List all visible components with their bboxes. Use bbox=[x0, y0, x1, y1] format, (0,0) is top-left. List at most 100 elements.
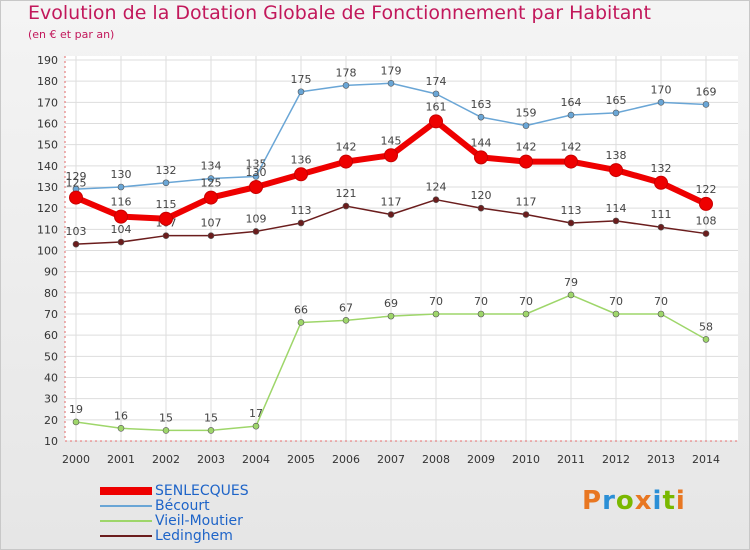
x-tick-label: 2013 bbox=[647, 453, 675, 466]
data-point-vieil-moutier bbox=[387, 312, 395, 320]
legend-label: Ledinghem bbox=[155, 528, 233, 544]
data-label-vieil-moutier: 69 bbox=[384, 297, 398, 310]
data-label-senlecques: 125 bbox=[201, 177, 222, 190]
data-label-becourt: 129 bbox=[66, 170, 87, 183]
x-tick-label: 2000 bbox=[62, 453, 90, 466]
x-tick-label: 2010 bbox=[512, 453, 540, 466]
data-point-becourt bbox=[297, 88, 305, 96]
legend-swatch bbox=[100, 535, 152, 537]
data-label-senlecques: 142 bbox=[561, 141, 582, 154]
legend-item: Bécourt bbox=[100, 498, 340, 514]
data-point-ledinghem bbox=[72, 240, 80, 248]
data-point-ledinghem bbox=[162, 232, 170, 239]
y-tick-label: 20 bbox=[44, 414, 58, 427]
data-label-ledinghem: 124 bbox=[426, 181, 447, 194]
x-tick-label: 2001 bbox=[107, 453, 135, 466]
data-label-ledinghem: 103 bbox=[66, 225, 87, 238]
data-label-vieil-moutier: 15 bbox=[204, 411, 218, 424]
data-label-vieil-moutier: 70 bbox=[519, 295, 533, 308]
legend-label: SENLECQUES bbox=[155, 483, 249, 499]
legend-label: Vieil-Moutier bbox=[155, 513, 243, 529]
data-point-ledinghem bbox=[207, 232, 215, 239]
data-label-ledinghem: 111 bbox=[651, 208, 672, 221]
data-label-ledinghem: 113 bbox=[561, 204, 582, 217]
data-point-becourt bbox=[657, 99, 665, 106]
data-point-becourt bbox=[612, 109, 620, 117]
data-point-senlecques bbox=[654, 175, 668, 190]
x-tick-label: 2005 bbox=[287, 453, 315, 466]
legend-item: Ledinghem bbox=[100, 528, 340, 544]
x-tick-label: 2006 bbox=[332, 453, 360, 466]
data-label-becourt: 175 bbox=[291, 73, 312, 86]
data-label-becourt: 134 bbox=[201, 160, 222, 173]
data-label-becourt: 178 bbox=[336, 66, 357, 79]
data-point-becourt bbox=[387, 79, 395, 87]
data-point-ledinghem bbox=[297, 219, 305, 227]
x-tick-label: 2009 bbox=[467, 453, 495, 466]
data-label-vieil-moutier: 15 bbox=[159, 411, 173, 424]
data-label-senlecques: 122 bbox=[696, 183, 717, 196]
plot-area bbox=[65, 56, 738, 441]
x-tick-label: 2002 bbox=[152, 453, 180, 466]
x-tick-label: 2011 bbox=[557, 453, 585, 466]
data-point-senlecques bbox=[519, 154, 533, 169]
legend-item: Vieil-Moutier bbox=[100, 513, 340, 529]
y-tick-label: 170 bbox=[37, 96, 58, 109]
chart-subtitle: (en € et par an) bbox=[28, 28, 115, 41]
y-tick-label: 160 bbox=[37, 118, 58, 131]
data-point-senlecques bbox=[159, 211, 173, 226]
y-tick-label: 150 bbox=[37, 139, 58, 152]
data-point-becourt bbox=[702, 101, 710, 108]
legend-swatch bbox=[100, 487, 152, 495]
data-label-ledinghem: 107 bbox=[201, 217, 222, 230]
x-tick-label: 2014 bbox=[692, 453, 720, 466]
y-tick-label: 120 bbox=[37, 202, 58, 215]
data-point-becourt bbox=[432, 90, 440, 98]
data-point-senlecques bbox=[69, 190, 83, 205]
x-tick-label: 2012 bbox=[602, 453, 630, 466]
data-point-becourt bbox=[162, 179, 170, 187]
data-point-becourt bbox=[567, 111, 575, 119]
data-label-becourt: 163 bbox=[471, 98, 492, 111]
data-point-senlecques bbox=[384, 148, 398, 163]
y-tick-label: 10 bbox=[44, 435, 58, 448]
chart-title: Evolution de la Dotation Globale de Fonc… bbox=[28, 2, 651, 24]
data-label-senlecques: 116 bbox=[111, 196, 132, 209]
y-tick-label: 140 bbox=[37, 160, 58, 173]
data-point-vieil-moutier bbox=[657, 310, 665, 318]
data-label-vieil-moutier: 70 bbox=[654, 295, 668, 308]
y-tick-label: 60 bbox=[44, 329, 58, 342]
data-point-senlecques bbox=[699, 196, 713, 211]
data-label-senlecques: 142 bbox=[336, 141, 357, 154]
data-label-becourt: 170 bbox=[651, 83, 672, 96]
data-point-senlecques bbox=[249, 180, 263, 194]
data-label-ledinghem: 109 bbox=[246, 212, 267, 225]
x-tick-label: 2003 bbox=[197, 453, 225, 466]
y-tick-label: 80 bbox=[44, 287, 58, 300]
data-point-senlecques bbox=[339, 154, 353, 169]
y-tick-label: 90 bbox=[44, 266, 58, 279]
data-label-ledinghem: 104 bbox=[111, 223, 132, 236]
data-point-ledinghem bbox=[612, 217, 620, 225]
data-point-ledinghem bbox=[387, 211, 395, 218]
data-point-becourt bbox=[252, 173, 260, 180]
data-label-ledinghem: 117 bbox=[381, 196, 402, 209]
data-label-ledinghem: 120 bbox=[471, 189, 492, 202]
data-point-becourt bbox=[522, 122, 530, 129]
data-point-senlecques bbox=[429, 114, 443, 129]
data-point-becourt bbox=[342, 82, 350, 89]
data-label-becourt: 135 bbox=[246, 157, 267, 170]
y-tick-label: 190 bbox=[37, 54, 58, 67]
data-label-vieil-moutier: 58 bbox=[699, 320, 713, 333]
data-point-vieil-moutier bbox=[162, 427, 170, 434]
data-point-ledinghem bbox=[702, 230, 710, 237]
data-point-ledinghem bbox=[252, 228, 260, 235]
data-label-vieil-moutier: 70 bbox=[474, 295, 488, 308]
data-label-senlecques: 161 bbox=[426, 100, 447, 113]
data-label-becourt: 174 bbox=[426, 75, 447, 88]
data-label-becourt: 130 bbox=[111, 168, 132, 181]
data-point-ledinghem bbox=[522, 211, 530, 218]
data-label-senlecques: 130 bbox=[246, 166, 267, 179]
data-label-vieil-moutier: 19 bbox=[69, 403, 83, 416]
